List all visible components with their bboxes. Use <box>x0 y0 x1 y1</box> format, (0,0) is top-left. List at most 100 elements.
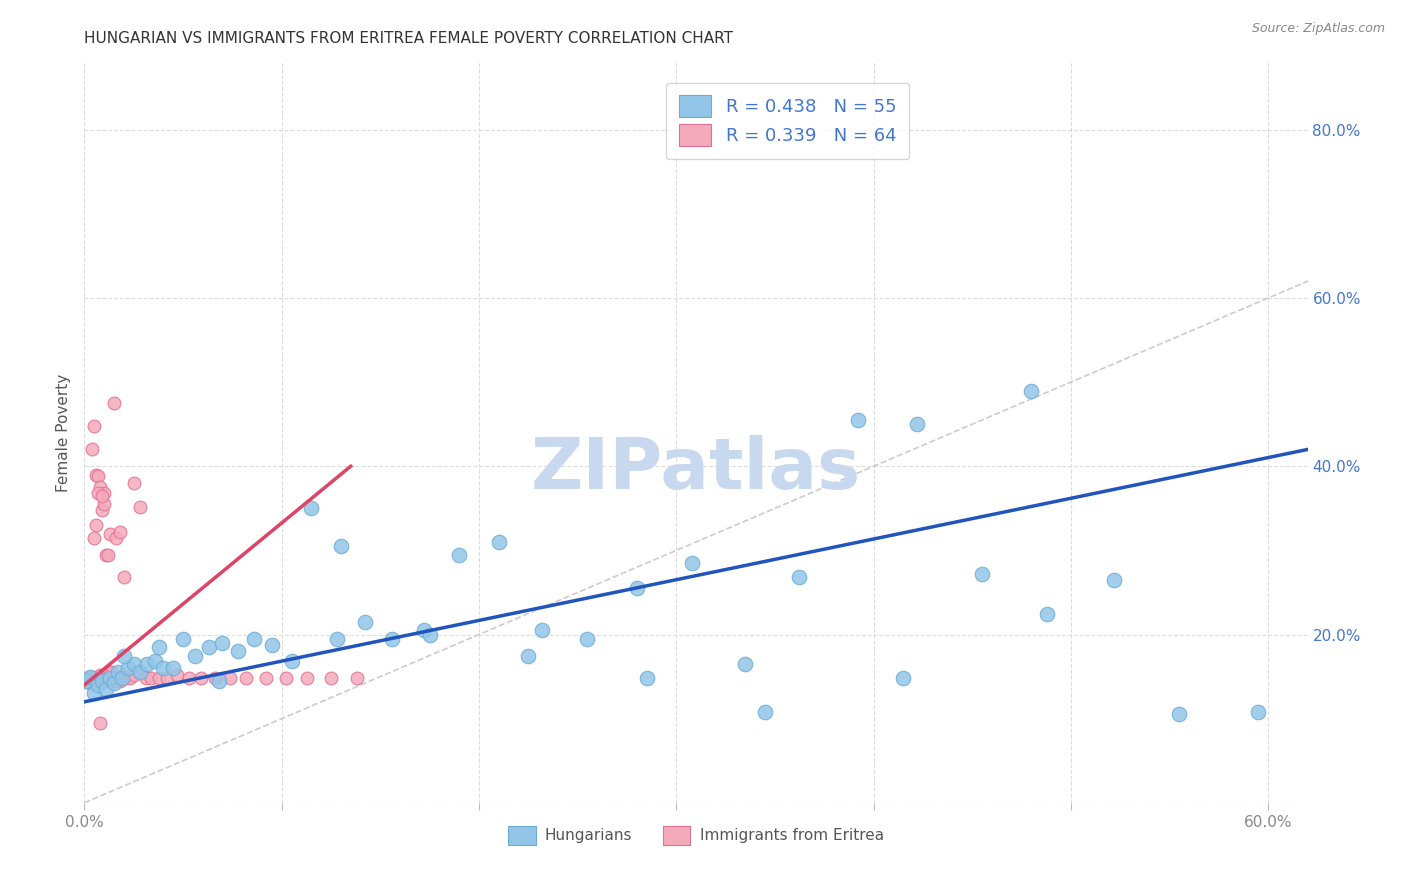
Point <box>152 661 174 675</box>
Point <box>91 489 114 503</box>
Point <box>219 671 242 685</box>
Point <box>197 640 219 655</box>
Point <box>184 648 207 663</box>
Point <box>734 657 756 671</box>
Point <box>243 632 266 646</box>
Point <box>75 673 97 688</box>
Legend: Hungarians, Immigrants from Eritrea: Hungarians, Immigrants from Eritrea <box>502 820 890 851</box>
Point <box>93 497 115 511</box>
Point <box>94 682 117 697</box>
Point <box>488 535 510 549</box>
Point <box>226 644 249 658</box>
Point <box>93 486 115 500</box>
Point <box>207 673 229 688</box>
Point <box>846 413 869 427</box>
Y-axis label: Female Poverty: Female Poverty <box>56 374 72 491</box>
Point <box>381 632 404 646</box>
Point <box>235 671 257 685</box>
Point <box>122 657 145 671</box>
Point <box>156 671 179 685</box>
Point <box>128 500 150 514</box>
Point <box>111 671 134 685</box>
Point <box>107 665 129 680</box>
Point <box>681 556 703 570</box>
Point <box>128 665 150 680</box>
Point <box>145 655 167 669</box>
Point <box>79 676 101 690</box>
Point <box>75 673 97 688</box>
Point <box>329 539 352 553</box>
Point <box>148 671 170 685</box>
Point <box>103 676 125 690</box>
Point <box>1036 607 1059 621</box>
Point <box>94 671 117 685</box>
Point <box>97 548 120 562</box>
Point <box>79 670 101 684</box>
Text: HUNGARIAN VS IMMIGRANTS FROM ERITREA FEMALE POVERTY CORRELATION CHART: HUNGARIAN VS IMMIGRANTS FROM ERITREA FEM… <box>84 31 734 46</box>
Point <box>97 668 120 682</box>
Point <box>326 632 349 646</box>
Point <box>254 671 277 685</box>
Point <box>89 480 111 494</box>
Point <box>93 671 115 685</box>
Point <box>79 673 101 688</box>
Point <box>87 469 110 483</box>
Point <box>112 648 135 663</box>
Point <box>87 678 110 692</box>
Point <box>111 671 134 685</box>
Point <box>83 418 105 433</box>
Point <box>162 661 184 675</box>
Point <box>108 524 131 539</box>
Point <box>87 671 110 685</box>
Point <box>84 673 107 688</box>
Point <box>112 570 135 584</box>
Text: ZIPatlas: ZIPatlas <box>531 435 860 504</box>
Point <box>84 467 107 482</box>
Point <box>98 665 121 680</box>
Point <box>89 715 111 730</box>
Point <box>531 624 554 638</box>
Point <box>98 526 121 541</box>
Point <box>280 655 302 669</box>
Point <box>626 581 648 595</box>
Point <box>82 670 104 684</box>
Point <box>104 531 127 545</box>
Point <box>82 442 104 457</box>
Point <box>118 671 141 685</box>
Point <box>98 671 121 685</box>
Point <box>517 648 540 663</box>
Point <box>97 671 120 685</box>
Point <box>87 486 110 500</box>
Point <box>319 671 342 685</box>
Point <box>449 548 471 562</box>
Point <box>636 671 658 685</box>
Point <box>412 624 434 638</box>
Point <box>353 615 375 629</box>
Point <box>787 570 810 584</box>
Point <box>297 671 319 685</box>
Point <box>177 671 200 685</box>
Point <box>117 661 139 675</box>
Point <box>905 417 928 432</box>
Point <box>141 671 163 685</box>
Point <box>135 671 157 685</box>
Point <box>103 671 125 685</box>
Point <box>91 671 114 685</box>
Point <box>89 670 111 684</box>
Point <box>83 531 105 545</box>
Point <box>107 671 129 685</box>
Point <box>101 665 124 680</box>
Point <box>1021 384 1043 398</box>
Point <box>91 503 114 517</box>
Point <box>84 518 107 533</box>
Point <box>103 396 125 410</box>
Point <box>89 668 111 682</box>
Point <box>204 671 226 685</box>
Point <box>190 671 212 685</box>
Point <box>91 673 114 688</box>
Point <box>94 548 117 562</box>
Point <box>122 476 145 491</box>
Point <box>114 671 136 685</box>
Point <box>1102 573 1125 587</box>
Point <box>104 673 127 688</box>
